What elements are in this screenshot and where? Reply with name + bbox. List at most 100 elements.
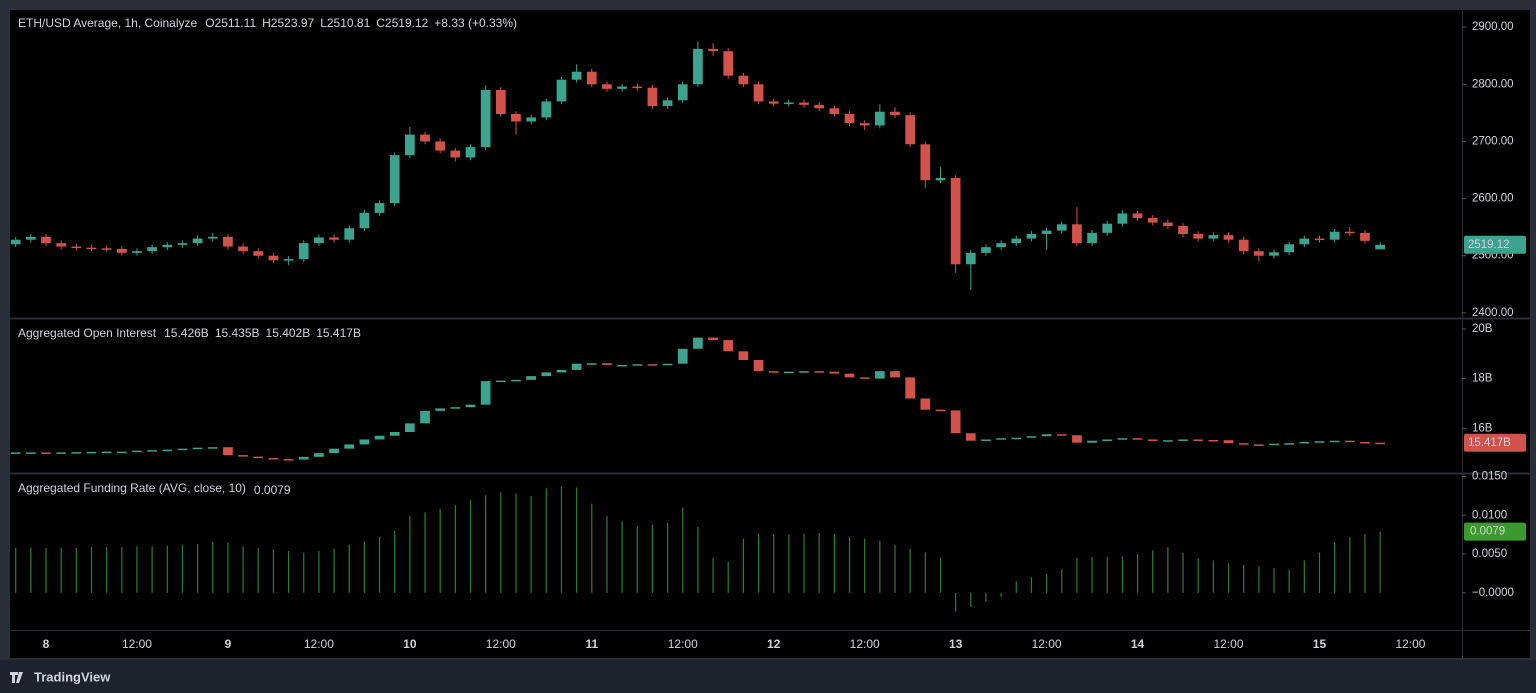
bar [591,503,593,593]
bar [30,547,32,593]
pane-title: Aggregated Open Interest [18,326,157,340]
oi-candle [480,381,491,405]
candle-body [1208,235,1219,239]
bar [15,547,17,593]
candle-body [480,90,491,148]
bar [227,542,229,593]
oi-candle [1011,437,1022,440]
candle-body [814,104,825,109]
x-tick-label: 12 [767,637,781,651]
bar [712,557,714,593]
bar [1243,564,1245,593]
oi-candle [71,452,82,454]
bar [1015,581,1017,593]
candle-body [571,71,582,80]
bar [864,538,866,593]
legend-value: 15.426B [164,326,209,340]
bar [1303,560,1305,593]
x-tick-label: 12:00 [122,637,152,651]
bar [576,487,578,593]
oi-candle [844,373,855,378]
bar [121,547,123,593]
bar [394,530,396,593]
bar [1030,577,1033,593]
oi-candle [435,408,446,411]
x-tick-label: 8 [43,637,50,651]
candle-body [1072,224,1082,244]
y-tick-label: 0.0050 [1472,548,1507,560]
value-tag [1464,522,1526,541]
candle-body [1041,230,1052,234]
price-tag-label: 15.417B [1468,437,1511,449]
bar [197,543,199,593]
candle-body [1329,231,1340,240]
candle-body [435,141,446,151]
bar [1076,557,1078,593]
y-tick-label: 0.0150 [1472,471,1507,483]
candle-body [162,244,173,248]
bar [1258,566,1260,593]
bar [697,526,699,593]
oi-candle [1163,440,1173,442]
candle-body [632,86,643,89]
y-tick-label: 2600.00 [1472,193,1514,205]
bar [636,526,638,593]
candle-body [374,203,385,213]
candle-body [344,228,355,240]
bar [151,546,153,593]
oi-candle [420,410,430,424]
bar [75,547,77,593]
bar [409,516,411,593]
candle-body [981,247,991,253]
bar [651,524,654,593]
oi-candle [207,447,218,449]
bar [454,505,456,593]
candle-body [238,246,248,252]
oi-candle [56,452,67,454]
oi-candle [556,369,567,373]
oi-candle [526,376,536,380]
brand: TradingView [34,669,111,684]
y-tick-label: −0.0000 [1472,587,1514,599]
oi-candle [1208,439,1219,442]
oi-candle [283,459,294,461]
oi-candle [647,364,658,366]
logo [10,672,23,683]
candle-body [1284,244,1295,253]
bar [1136,554,1139,593]
candle-body [647,87,658,106]
candle-body [495,90,506,114]
bar [1167,547,1169,593]
candle-body [617,86,627,89]
candle-body [935,178,946,181]
y-tick-label: 0.0100 [1472,509,1507,521]
bar [1182,552,1184,593]
bar [136,546,138,593]
oi-candle [890,371,900,378]
candle-body [1011,238,1022,244]
y-tick-label: 2900.00 [1472,21,1514,33]
candle-body [526,117,536,122]
legend-value: L2510.81 [320,16,370,30]
oi-candle [662,363,673,366]
candle-body [905,115,916,145]
candle-body [465,147,476,158]
bar [939,557,942,593]
bar [727,561,729,593]
candle-body [268,255,279,261]
candle-body [1375,244,1385,250]
candle-body [874,111,885,126]
bar [272,549,275,593]
candle-body [223,236,233,247]
oi-candle [1132,438,1143,440]
candle-body [996,243,1006,248]
oi-candle [329,448,339,454]
oi-candle [223,447,233,456]
bar [894,544,896,593]
candle-body [1238,239,1249,252]
chart-area [10,10,1530,658]
oi-candle [829,371,840,374]
oi-candle [1284,443,1295,445]
bar [500,492,502,593]
oi-candle [1253,444,1264,446]
